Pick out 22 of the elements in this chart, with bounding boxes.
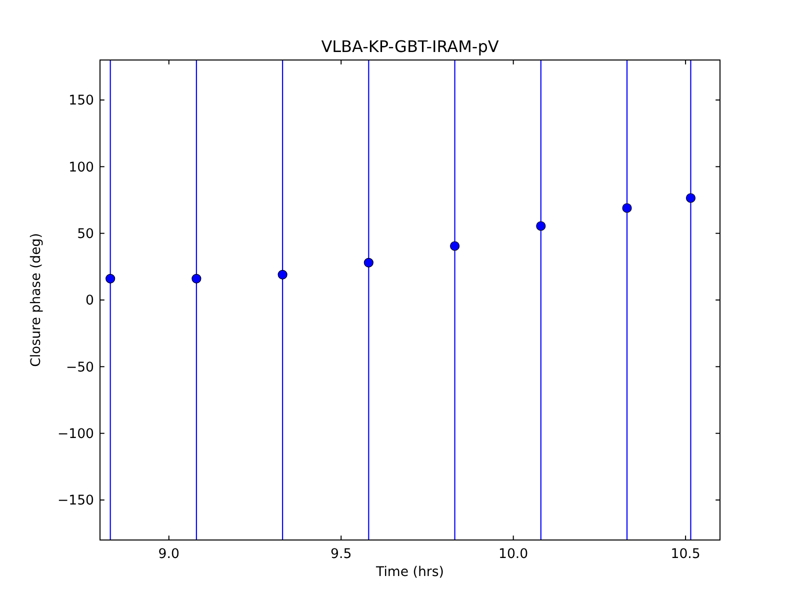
point	[364, 258, 374, 268]
y-tick-label: 150	[68, 94, 94, 109]
point	[686, 193, 696, 203]
x-tick-label: 9.0	[158, 547, 180, 562]
x-tick-label: 9.5	[330, 547, 352, 562]
chart-title: VLBA-KP-GBT-IRAM-pV	[321, 37, 499, 56]
point	[278, 270, 288, 280]
x-axis-title: Time (hrs)	[375, 565, 444, 580]
y-axis-title: Closure phase (deg)	[29, 233, 44, 367]
y-tick-label: 0	[86, 294, 94, 309]
y-tick-label: −150	[57, 494, 94, 509]
point	[192, 274, 202, 284]
y-tick-label: −50	[66, 360, 94, 376]
y-tick-label: 100	[68, 160, 94, 176]
point	[622, 203, 632, 213]
y-tick-label: 50	[77, 226, 94, 242]
y-tick-label: −100	[57, 426, 94, 442]
x-tick-label: 10.0	[498, 547, 528, 562]
point	[536, 221, 546, 231]
point	[106, 274, 116, 284]
x-tick-label: 10.5	[670, 547, 700, 562]
point	[450, 241, 460, 251]
